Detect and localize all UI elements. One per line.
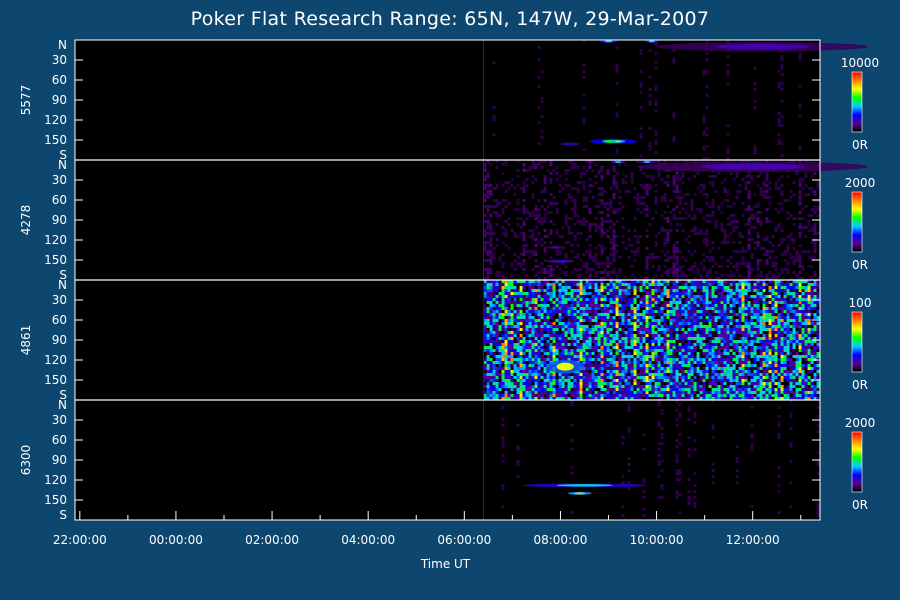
panel-4278-ytick-label: 30 [52, 173, 67, 187]
panel-4861-ytick-label: N [58, 278, 67, 292]
colorbar-5577 [851, 71, 863, 133]
panel-5577-ytick-label: S [59, 148, 67, 162]
panel-5577-ytick-label: 60 [52, 73, 67, 87]
panel-6300-ytick-label: 90 [52, 453, 67, 467]
panel-4278-feature-core-1 [551, 246, 560, 249]
panel-6300 [75, 400, 820, 520]
panel-4861-feature-core-0 [556, 362, 574, 371]
panel-4278-ytick-label: S [59, 268, 67, 282]
panel-6300-feature-core-0 [556, 484, 613, 487]
colorbar-4278 [851, 191, 863, 253]
colorbar-4278-max: 2000 [845, 176, 876, 190]
colorbar-6300 [851, 431, 863, 493]
panel-5577-ytick-label: 150 [44, 133, 67, 147]
panel-5577-feature-core-5 [714, 43, 810, 50]
panel-6300-ytick-label: S [59, 508, 67, 522]
panel-5577-feature-core-3 [604, 40, 613, 43]
x-axis-label: Time UT [420, 557, 471, 571]
panel-5577-feature-core-4 [648, 40, 656, 43]
panel-5577 [75, 40, 820, 160]
panel-4861-noise [483, 280, 820, 400]
colorbar-6300-max: 2000 [845, 416, 876, 430]
panel-4278-feature-core-0 [553, 260, 567, 263]
colorbar-6300-min: 0R [852, 498, 868, 512]
panel-4278-ytick-label: 60 [52, 193, 67, 207]
xtick-label: 00:00:00 [149, 533, 203, 547]
panel-4861-ytick-label: 120 [44, 353, 67, 367]
panel-4861-ytick-label: 150 [44, 373, 67, 387]
panel-label-6300: 6300 [19, 445, 33, 476]
panel-4861-ytick-label: S [59, 388, 67, 402]
panel-5577-feature-core-1 [614, 140, 622, 143]
panel-4861-ytick-label: 60 [52, 313, 67, 327]
panel-5577-ytick-label: 90 [52, 93, 67, 107]
panel-4861-ytick-label: 30 [52, 293, 67, 307]
xtick-label: 06:00:00 [437, 533, 491, 547]
panel-4278-ytick-label: 150 [44, 253, 67, 267]
xtick-label: 02:00:00 [245, 533, 299, 547]
colorbar-4861 [851, 311, 863, 373]
panel-4861-ytick-label: 90 [52, 333, 67, 347]
panel-6300-ytick-label: 120 [44, 473, 67, 487]
xtick-label: 10:00:00 [630, 533, 684, 547]
panel-6300-ytick-label: 60 [52, 433, 67, 447]
colorbar-4861-max: 100 [849, 296, 872, 310]
panel-4278-ytick-label: 90 [52, 213, 67, 227]
xtick-label: 12:00:00 [726, 533, 780, 547]
colorbar-5577-min: 0R [852, 138, 868, 152]
panel-4278-ytick-label: 120 [44, 233, 67, 247]
panel-5577-ytick-label: 30 [52, 53, 67, 67]
colorbar-4861-min: 0R [852, 378, 868, 392]
panel-label-5577: 5577 [19, 85, 33, 116]
panel-4278-feature-core-2 [614, 161, 622, 163]
colorbar-5577-max: 10000 [841, 56, 879, 70]
xtick-label: 04:00:00 [341, 533, 395, 547]
panel-5577-ytick-label: N [58, 38, 67, 52]
panel-6300-ytick-label: 150 [44, 493, 67, 507]
panel-5577-ytick-label: 120 [44, 113, 67, 127]
panel-5577-feature-core-2 [565, 143, 575, 145]
panel-label-4278: 4278 [19, 205, 33, 236]
panel-6300-ytick-label: 30 [52, 413, 67, 427]
panel-6300-ytick-label: N [58, 398, 67, 412]
xtick-label: 08:00:00 [533, 533, 587, 547]
colorbar-4278-min: 0R [852, 258, 868, 272]
chart-title: Poker Flat Research Range: 65N, 147W, 29… [190, 8, 710, 30]
panel-4278-feature-core-3 [643, 161, 651, 163]
panel-5577-noise [492, 40, 802, 160]
xtick-label: 22:00:00 [53, 533, 107, 547]
panel-6300-noise [501, 400, 820, 517]
panel-4278-noise [483, 160, 820, 280]
panel-4278-feature-core-4 [700, 163, 805, 170]
panel-label-4861: 4861 [19, 325, 33, 356]
panel-6300-feature-core-1 [574, 492, 586, 495]
panel-4278-ytick-label: N [58, 158, 67, 172]
